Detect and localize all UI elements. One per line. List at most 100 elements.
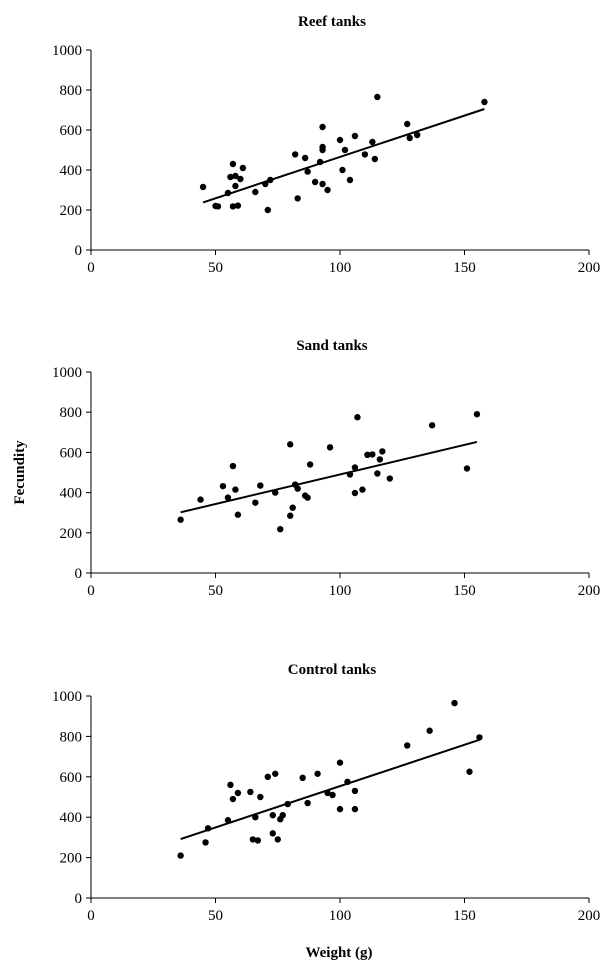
y-tick-label: 0 — [75, 243, 83, 259]
data-point — [287, 441, 294, 448]
chart-title: Control tanks — [288, 662, 377, 678]
data-point — [269, 811, 276, 819]
data-point — [364, 451, 371, 459]
data-point — [361, 151, 369, 158]
data-point — [249, 836, 257, 843]
data-point — [199, 183, 207, 191]
data-point — [404, 120, 411, 128]
data-point — [247, 788, 254, 796]
data-point — [224, 494, 232, 501]
data-point — [232, 172, 239, 180]
data-point — [319, 123, 326, 131]
y-tick-label: 1000 — [52, 43, 82, 59]
y-tick-label: 200 — [60, 203, 83, 219]
data-point — [204, 825, 212, 832]
data-point — [257, 793, 264, 801]
x-tick-label: 100 — [329, 583, 352, 599]
data-point — [257, 482, 264, 489]
y-tick-label: 400 — [60, 486, 83, 502]
data-point — [311, 178, 319, 186]
data-point — [289, 504, 296, 511]
data-point — [232, 182, 239, 190]
data-point — [354, 414, 361, 421]
data-point — [316, 158, 324, 166]
data-point — [351, 464, 359, 471]
data-point — [376, 456, 384, 463]
y-tick-label: 200 — [60, 526, 83, 542]
data-point — [306, 461, 314, 468]
data-point — [371, 155, 379, 163]
data-point — [329, 791, 336, 799]
data-point — [359, 486, 366, 493]
data-point — [294, 195, 301, 202]
data-point — [426, 727, 433, 734]
data-point — [272, 489, 279, 496]
data-point — [463, 465, 471, 472]
trend-line — [202, 108, 485, 204]
data-point — [219, 482, 227, 490]
data-point — [227, 173, 234, 181]
data-point — [351, 489, 359, 497]
y-tick-label: 400 — [60, 163, 83, 179]
data-point — [234, 511, 242, 518]
y-tick-label: 1000 — [52, 365, 82, 381]
data-point — [229, 203, 237, 210]
data-point — [336, 759, 344, 766]
x-tick-label: 50 — [208, 260, 223, 276]
data-point — [252, 814, 259, 821]
y-tick-label: 600 — [60, 770, 83, 786]
data-point — [277, 525, 284, 533]
x-tick-label: 50 — [208, 583, 223, 599]
x-tick-label: 200 — [578, 260, 601, 276]
data-point — [451, 699, 458, 707]
data-point — [227, 781, 234, 789]
trend-line — [180, 440, 478, 514]
data-point — [274, 836, 281, 843]
data-point — [344, 778, 351, 786]
data-point — [369, 451, 376, 458]
data-point — [272, 770, 279, 777]
data-point — [304, 799, 311, 807]
x-tick-label: 0 — [87, 260, 95, 276]
y-tick-label: 200 — [60, 851, 83, 867]
y-tick-label: 400 — [60, 810, 83, 826]
y-tick-label: 0 — [75, 891, 83, 907]
data-point — [386, 475, 393, 482]
y-tick-label: 1000 — [52, 689, 82, 705]
data-point — [229, 160, 237, 168]
panel-sand-tanks: Sand tanks 0 200 400 600 800 1000 0 50 100 150 200 F… — [12, 338, 600, 599]
data-point — [224, 817, 232, 824]
data-point — [234, 202, 242, 209]
data-point — [224, 189, 232, 197]
data-point — [319, 180, 326, 188]
data-point — [177, 852, 184, 859]
data-point — [351, 787, 359, 795]
y-tick-label: 600 — [60, 445, 83, 461]
data-point — [264, 206, 271, 214]
data-point — [252, 499, 259, 506]
data-point — [267, 176, 274, 184]
chart-title: Sand tanks — [296, 338, 367, 354]
data-point — [202, 839, 209, 846]
data-point — [314, 770, 321, 777]
data-point — [406, 134, 413, 142]
x-tick-label: 0 — [87, 908, 95, 924]
data-point — [379, 448, 386, 455]
data-point — [197, 496, 204, 503]
x-tick-label: 50 — [208, 908, 223, 924]
data-point — [237, 175, 244, 183]
data-point — [214, 203, 222, 210]
data-point — [346, 471, 354, 478]
y-tick-label: 800 — [60, 729, 83, 745]
data-point — [369, 138, 376, 146]
data-point — [279, 811, 286, 819]
data-point — [304, 494, 311, 501]
data-point — [234, 789, 242, 797]
y-tick-label: 600 — [60, 123, 83, 139]
y-tick-label: 800 — [60, 83, 83, 99]
x-tick-label: 100 — [329, 260, 352, 276]
x-tick-label: 200 — [578, 908, 601, 924]
panel-control-tanks: Control tanks 0 200 400 600 800 1000 0 50 100 150 2… — [52, 662, 600, 961]
data-point — [473, 411, 481, 418]
data-point — [284, 800, 291, 808]
